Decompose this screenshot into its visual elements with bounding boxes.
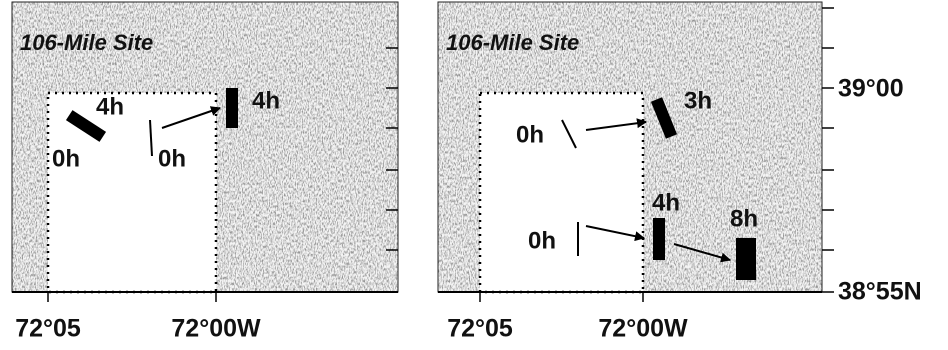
panel-left: 106-Mile Site 4h 0h 0h 4h 72°05 72°00W [12,2,398,343]
x-tick-label: 72°05 [15,315,81,343]
panel-right: 106-Mile Site 3h 0h 4h 0h 8h 72°05 72°00… [438,2,834,343]
time-label: 4h [652,189,680,216]
y-tick-label: 38°55N [838,278,922,306]
time-label: 0h [158,145,186,172]
figure: 106-Mile Site 4h 0h 0h 4h 72°05 72°00W 1… [0,0,948,350]
patch-bar [736,238,756,280]
time-label: 0h [528,227,556,254]
time-label: 4h [96,93,124,120]
patch-bar [653,218,665,260]
y-tick-label: 39°00 [838,75,904,103]
x-tick-label: 72°00W [171,315,261,343]
time-label: 8h [730,205,758,232]
time-label: 4h [252,87,280,114]
panel-title: 106-Mile Site [20,30,153,55]
patch-bar [226,88,238,128]
x-tick-label: 72°00W [598,315,688,343]
time-label: 3h [684,87,712,114]
time-label: 0h [52,145,80,172]
x-tick-label: 72°05 [447,315,513,343]
dotted-box [480,93,643,292]
panel-title: 106-Mile Site [446,30,579,55]
time-label: 0h [516,121,544,148]
